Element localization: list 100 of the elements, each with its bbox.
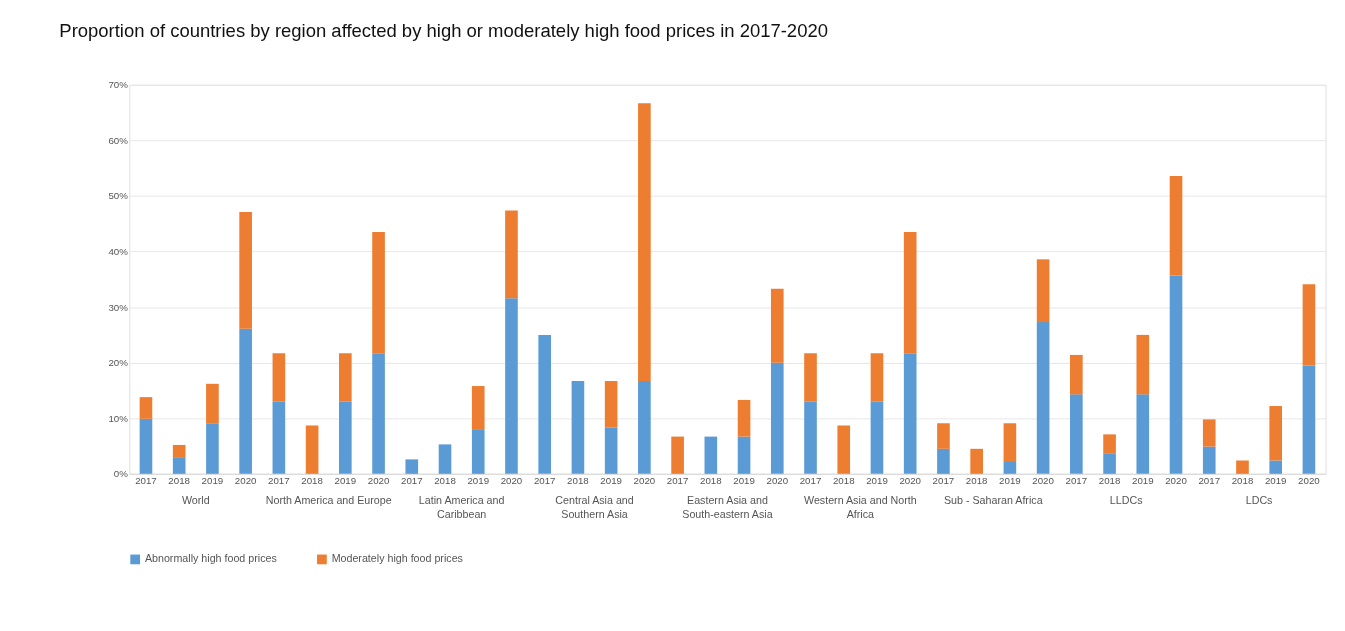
bar	[1302, 284, 1316, 366]
bar	[206, 383, 219, 424]
x-tick-label: 2018	[434, 475, 456, 487]
x-tick-label: 2018	[301, 475, 323, 487]
y-tick-label: 10%	[108, 412, 129, 424]
bar	[339, 353, 352, 402]
bar	[471, 429, 485, 474]
bar	[604, 427, 618, 474]
x-tick-label: 2019	[467, 475, 490, 487]
bar	[870, 401, 884, 474]
bar	[1236, 460, 1249, 474]
text: North America and Europe	[265, 493, 392, 506]
bar	[1036, 259, 1050, 323]
y-tick-label: 30%	[108, 301, 129, 313]
y-tick-label: 0%	[113, 468, 129, 480]
bar	[305, 425, 319, 474]
x-tick-label: 2019	[866, 475, 888, 487]
x-tick-label: 2018	[832, 475, 855, 487]
bar	[804, 401, 817, 474]
bar	[1302, 365, 1316, 474]
bar	[837, 425, 851, 474]
text: World	[181, 493, 210, 506]
x-tick-label: 2017	[533, 475, 556, 487]
bar	[770, 288, 784, 363]
bar	[505, 298, 518, 474]
x-tick-label: 2019	[201, 475, 224, 487]
legend-label: Moderately high food prices	[331, 552, 463, 565]
x-tick-label: 2018	[1098, 475, 1121, 487]
bar	[704, 436, 718, 474]
bar	[1269, 406, 1283, 461]
text: Sub - Saharan Africa	[943, 493, 1043, 506]
bar	[604, 381, 618, 428]
x-tick-label: 2020	[1298, 475, 1321, 487]
bar	[1103, 434, 1116, 454]
bar	[1202, 419, 1216, 447]
legend-label: Abnormally high food prices	[144, 552, 277, 565]
bar	[172, 444, 186, 458]
bar	[1036, 322, 1050, 474]
bar	[638, 103, 651, 382]
bar	[538, 334, 552, 474]
x-tick-label: 2019	[999, 475, 1021, 487]
bar	[239, 328, 252, 474]
x-tick-label: 2019	[1264, 475, 1287, 487]
bar	[272, 401, 286, 474]
bar	[671, 436, 684, 474]
bar	[206, 423, 219, 474]
bar	[1070, 354, 1083, 395]
x-tick-label: 2020	[633, 475, 656, 487]
x-tick-label: 2018	[168, 475, 190, 487]
text: LDCs	[1245, 493, 1273, 506]
bar	[870, 353, 884, 402]
bar	[970, 448, 983, 474]
bar	[1269, 460, 1283, 474]
bar	[770, 362, 784, 474]
bar	[903, 232, 917, 354]
text: LLDCs	[1109, 493, 1143, 506]
bar	[372, 353, 385, 474]
y-tick-label: 60%	[108, 134, 129, 146]
bar	[372, 232, 385, 354]
bar	[804, 353, 817, 402]
bar	[1136, 394, 1150, 474]
bar	[638, 381, 651, 474]
x-tick-label: 2019	[600, 475, 622, 487]
chart-title: Proportion of countries by region affected by high or moderately high food prices in 2017-2020	[59, 20, 828, 42]
x-tick-label: 2017	[1065, 475, 1088, 487]
bar	[1169, 275, 1183, 474]
x-tick-label: 2020	[1165, 475, 1188, 487]
x-tick-label: 2019	[733, 475, 755, 487]
bar	[239, 212, 252, 329]
y-tick-label: 20%	[108, 357, 129, 369]
bar	[737, 436, 751, 474]
x-tick-label: 2017	[666, 475, 689, 487]
bar	[903, 353, 917, 474]
x-tick-label: 2017	[1198, 475, 1221, 487]
bar	[405, 459, 419, 474]
x-tick-label: 2020	[367, 475, 390, 487]
x-tick-label: 2018	[700, 475, 722, 487]
bar	[139, 418, 153, 474]
x-tick-label: 2020	[766, 475, 789, 487]
bar	[1202, 446, 1216, 474]
text: Western Asia and North Africa	[804, 493, 917, 520]
bar	[737, 399, 751, 437]
x-tick-label: 2019	[334, 475, 357, 487]
x-tick-label: 2017	[799, 475, 822, 487]
x-tick-label: 2017	[135, 475, 157, 487]
x-tick-label: 2020	[234, 475, 258, 487]
x-tick-label: 2018	[1231, 475, 1254, 487]
bar	[937, 448, 950, 474]
bar	[505, 210, 518, 299]
y-tick-label: 70%	[108, 79, 129, 91]
bar	[1003, 461, 1017, 474]
bar	[471, 386, 485, 430]
y-tick-label: 50%	[108, 190, 129, 202]
bar	[1169, 175, 1183, 276]
bar	[937, 423, 950, 449]
x-tick-label: 2020	[1032, 475, 1055, 487]
bar	[139, 397, 153, 419]
bar	[1103, 453, 1116, 474]
bar	[571, 381, 585, 474]
x-tick-label: 2018	[567, 475, 589, 487]
